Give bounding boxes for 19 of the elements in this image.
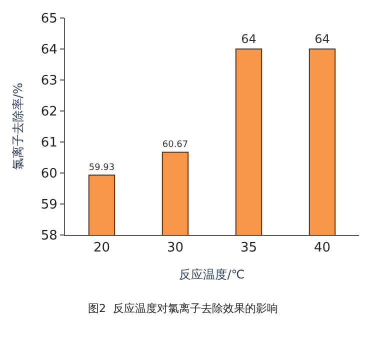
y-tick-label: 63 xyxy=(40,74,58,89)
caption: 图2 反应温度对氯离子去除效果的影响 xyxy=(88,302,278,315)
x-tick-label: 30 xyxy=(166,240,184,256)
y-tick-label: 65 xyxy=(40,12,58,27)
data-label: 64 xyxy=(241,32,256,46)
x-axis-title: 反应温度/℃ xyxy=(179,268,245,282)
x-tick-label: 20 xyxy=(93,240,110,256)
y-tick-label: 61 xyxy=(40,136,58,151)
y-tick-label: 60 xyxy=(40,166,58,182)
data-label: 64 xyxy=(314,32,330,46)
x-tick-label: 35 xyxy=(240,240,258,256)
y-tick-label: 59 xyxy=(40,198,58,213)
y-tick-label: 62 xyxy=(40,104,58,120)
data-label: 60.67 xyxy=(162,140,188,150)
data-label: 59.93 xyxy=(88,162,115,173)
y-axis-title: 氯离子去除率/% xyxy=(11,82,26,170)
x-tick-label: 40 xyxy=(314,240,331,256)
y-tick-label: 64 xyxy=(40,42,58,58)
y-tick-label: 58 xyxy=(40,228,58,244)
